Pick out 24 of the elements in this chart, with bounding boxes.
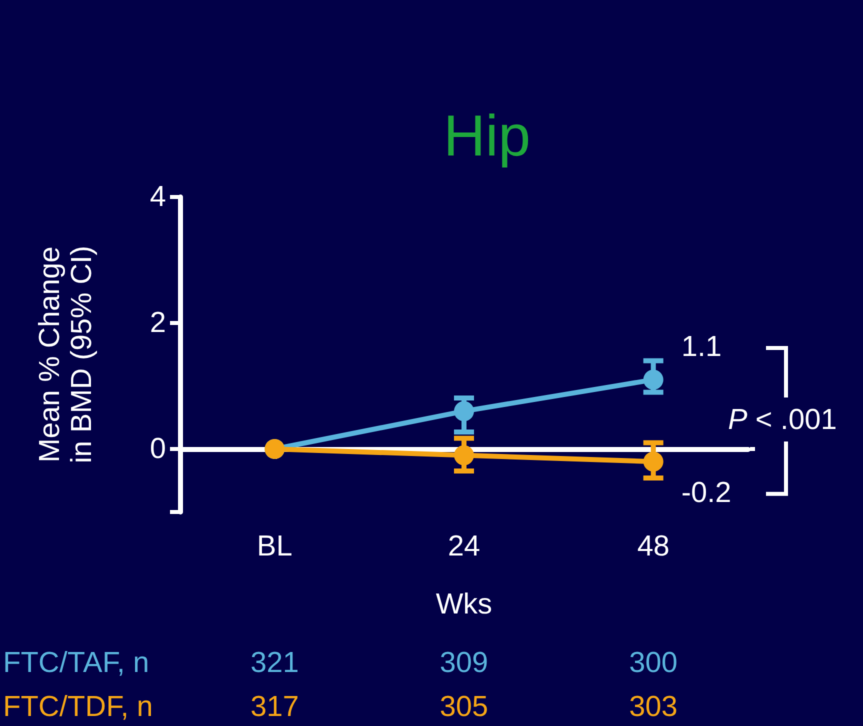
text: 305: [440, 691, 488, 723]
text: 309: [440, 647, 488, 679]
point: [454, 445, 474, 466]
y-tick-label: 2: [150, 307, 166, 339]
text: 321: [250, 647, 299, 679]
point: [643, 370, 664, 390]
x-axis-title: Wks: [436, 588, 492, 620]
point: [643, 452, 664, 472]
x-tick-label: 48: [637, 530, 670, 562]
chart-title: Hip: [443, 104, 531, 168]
text: 303: [629, 691, 678, 723]
annotation: 1.1: [681, 330, 722, 363]
x-tick-label: 24: [448, 530, 480, 562]
y-axis-title: Mean % Change in BMD (95% CI): [34, 246, 98, 464]
x-tick-label: BL: [256, 530, 292, 562]
annotation: P < .001: [728, 404, 837, 436]
text: 317: [250, 691, 299, 723]
text: 300: [629, 647, 678, 679]
annotation: -0.2: [681, 476, 732, 509]
point: [454, 401, 474, 422]
y-tick-label: 0: [150, 433, 166, 465]
text: FTC/TDF, n: [3, 691, 153, 723]
y-tick-label: 4: [150, 181, 166, 213]
text: FTC/TAF, n: [3, 647, 150, 679]
